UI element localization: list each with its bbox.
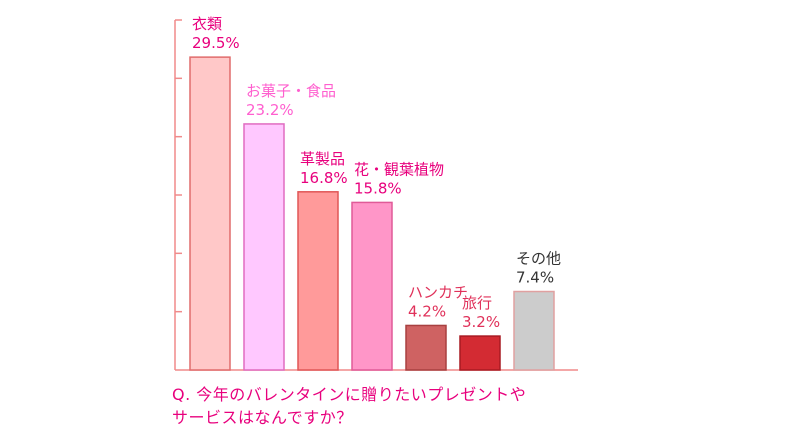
category-label: 旅行 xyxy=(462,294,492,312)
bar-6 xyxy=(459,335,501,371)
value-label: 16.8% xyxy=(300,169,348,187)
category-label: ハンカチ xyxy=(408,283,468,301)
question-line-2: サービスはなんですか？ xyxy=(172,408,353,427)
value-label: 4.2% xyxy=(408,302,446,320)
bar-1 xyxy=(189,56,231,371)
category-label: 衣類 xyxy=(192,15,222,33)
question-text: Q. 今年のバレンタインに贈りたいプレゼントや サービスはなんですか？ xyxy=(172,383,632,429)
category-label: その他 xyxy=(516,250,561,268)
question-line-1: Q. 今年のバレンタインに贈りたいプレゼントや xyxy=(172,385,527,404)
bar-4 xyxy=(351,201,393,371)
value-label: 7.4% xyxy=(516,269,554,287)
bar-5 xyxy=(405,324,447,371)
value-label: 3.2% xyxy=(462,313,500,331)
bar-2 xyxy=(243,123,285,371)
category-label: 革製品 xyxy=(300,150,345,168)
bar-3 xyxy=(297,191,339,371)
category-label: お菓子・食品 xyxy=(246,82,336,100)
value-label: 15.8% xyxy=(354,179,402,197)
category-label: 花・観葉植物 xyxy=(354,160,444,178)
value-label: 29.5% xyxy=(192,34,240,52)
value-label: 23.2% xyxy=(246,101,294,119)
bar-7 xyxy=(513,290,555,371)
